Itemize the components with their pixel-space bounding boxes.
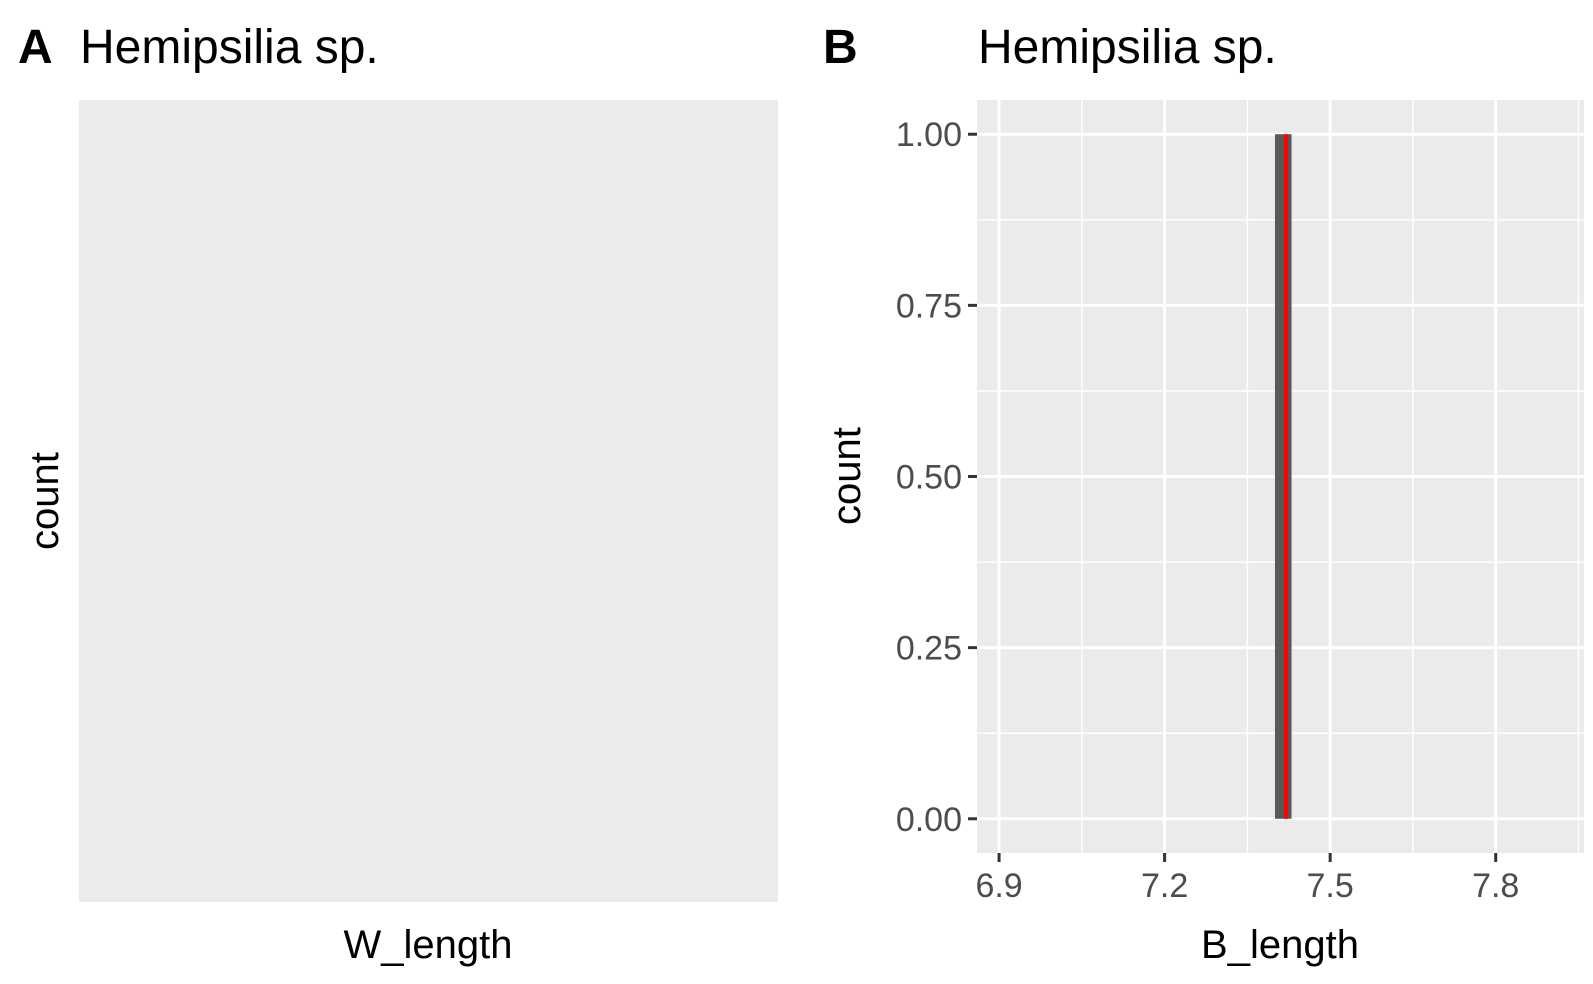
panel-b-y-tick-label: 0.75 [896, 287, 962, 325]
panel-b-bars [1274, 134, 1292, 819]
panel-b-y-tick-label: 0.00 [896, 801, 962, 839]
panel-b-y-tick-label: 1.00 [896, 116, 962, 154]
panel-b-x-tick-label: 7.5 [1307, 867, 1354, 905]
panel-a-y-axis-title: count [23, 452, 67, 550]
panel-a-x-axis-title: W_length [344, 923, 513, 967]
panel-a-plot-background [79, 100, 778, 902]
panel-a-tag: A [18, 21, 53, 74]
panel-b-y-tick-label: 0.50 [896, 459, 962, 497]
panel-b-tag: B [823, 21, 858, 74]
panel-b-x-tick-label: 7.2 [1141, 867, 1188, 905]
panel-a-title: Hemipsilia sp. [80, 21, 379, 74]
panel-b-x-axis-title: B_length [1201, 923, 1359, 967]
panel-a: A Hemipsilia sp. W_length count [18, 21, 778, 967]
panel-b-y-axis: 0.00 0.25 0.50 0.75 1.00 [896, 116, 977, 839]
panel-b-x-tick-label: 7.8 [1472, 867, 1519, 905]
histogram-bar [1274, 134, 1292, 819]
panel-b-title: Hemipsilia sp. [978, 21, 1277, 74]
panel-b-x-axis: 6.9 7.2 7.5 7.8 [975, 853, 1519, 905]
panel-b: B Hemipsilia sp. 0.00 0.25 0.50 0.75 1.00 6.… [823, 21, 1584, 967]
panel-b-y-tick-label: 0.25 [896, 630, 962, 668]
panel-b-x-tick-label: 6.9 [975, 867, 1022, 905]
panel-b-y-axis-title: count [825, 427, 869, 525]
